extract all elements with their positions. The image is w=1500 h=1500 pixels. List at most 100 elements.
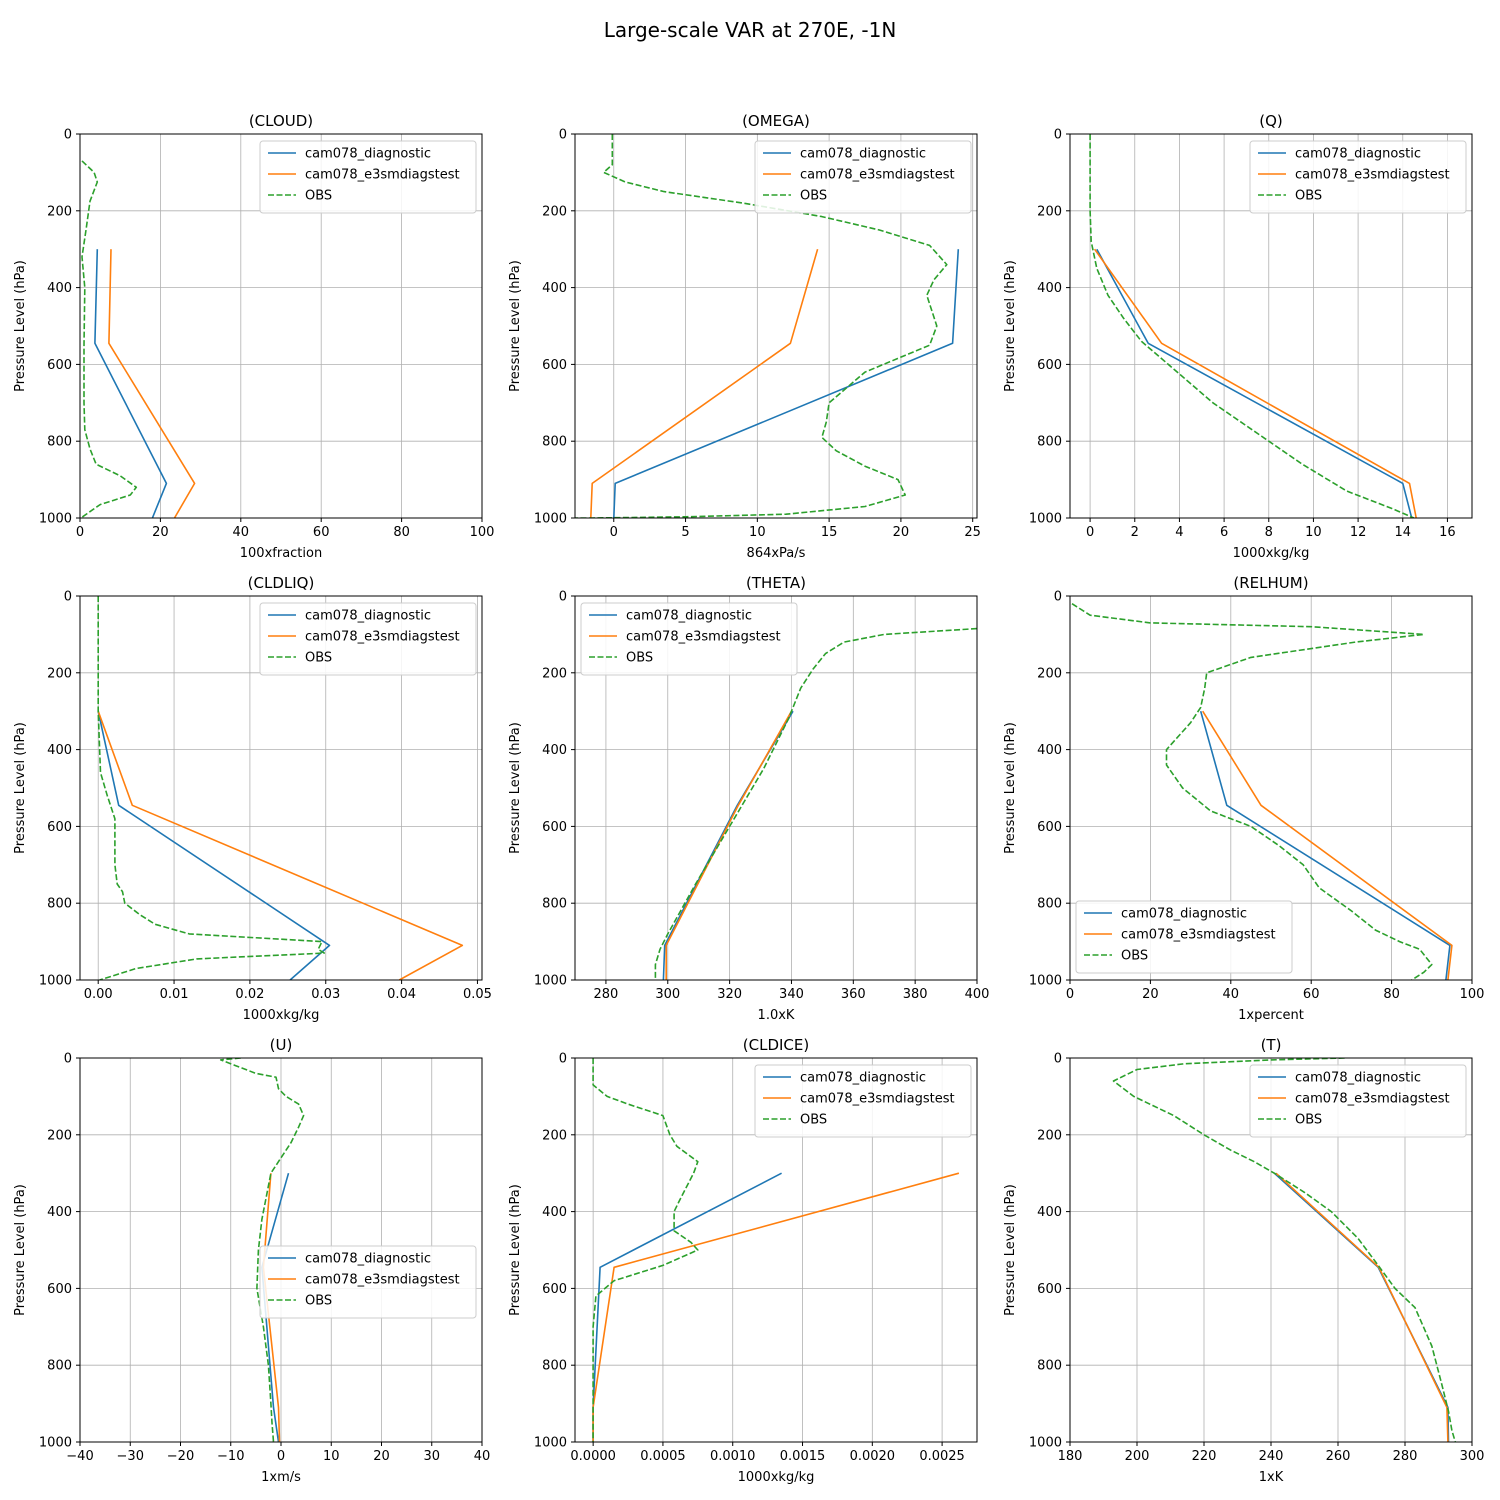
x-axis-label: 864xPa/s — [747, 546, 806, 561]
legend-label: cam078_e3smdiagstest — [626, 630, 781, 645]
x-tick-label: 40 — [474, 1449, 491, 1464]
x-tick-label: 2 — [1131, 525, 1139, 540]
y-tick-label: 1000 — [39, 974, 72, 989]
legend-label: cam078_e3smdiagstest — [305, 630, 460, 645]
series-line-OBS — [1089, 134, 1415, 518]
y-tick-label: 600 — [542, 820, 567, 835]
x-tick-label: 80 — [1383, 987, 1400, 1002]
legend-label: OBS — [1295, 1113, 1322, 1128]
x-tick-label: −10 — [217, 1449, 244, 1464]
legend: cam078_diagnostic cam078_e3smdiagstest OBS — [259, 1245, 477, 1319]
series-line-cam078_diagnostic — [662, 710, 794, 980]
series-line-cam078_diagnostic — [94, 249, 168, 518]
x-tick-label: 220 — [1192, 1449, 1217, 1464]
y-tick-label: 1000 — [1029, 974, 1062, 989]
x-axis-label: 1xpercent — [1238, 1008, 1304, 1023]
x-tick-label: 20 — [1142, 987, 1159, 1002]
legend-label: cam078_diagnostic — [800, 147, 926, 162]
y-tick-label: 600 — [542, 358, 567, 373]
y-tick-label: 200 — [47, 666, 72, 681]
x-tick-label: 360 — [841, 987, 866, 1002]
x-tick-label: 280 — [1393, 1449, 1418, 1464]
y-tick-label: 600 — [1037, 1282, 1062, 1297]
x-tick-label: 0 — [277, 1449, 285, 1464]
series-line-OBS — [80, 160, 138, 518]
x-tick-label: 0.04 — [387, 987, 416, 1002]
x-tick-label: 0 — [76, 525, 84, 540]
x-axis-label: 1xm/s — [261, 1470, 301, 1485]
axes-frame — [79, 595, 483, 981]
legend-label: cam078_diagnostic — [1121, 907, 1247, 922]
panel-relhum: 0 20 40 60 80 10002004006008001000(RELHUM)1xp… — [1003, 574, 1484, 1023]
series-line-cam078_e3smdiagstest — [1093, 248, 1417, 518]
y-tick-label: 800 — [47, 897, 72, 912]
plot-area — [1089, 134, 1417, 518]
axes-frame — [574, 595, 978, 981]
x-tick-label: 300 — [655, 987, 680, 1002]
series-line-cam078_diagnostic — [592, 1172, 782, 1442]
legend-box — [259, 140, 477, 214]
panel-cloud: 0 20 40 60 80 10002004006008001000(CLOUD)100x… — [13, 112, 494, 561]
legend-label: cam078_e3smdiagstest — [1295, 1092, 1450, 1107]
series-line-cam078_e3smdiagstest — [592, 1172, 960, 1442]
x-axis-label: 1.0xK — [758, 1008, 795, 1023]
series-line-cam078_e3smdiagstest — [262, 1173, 281, 1442]
panel-title: (CLOUD) — [249, 112, 313, 130]
x-tick-label: 30 — [423, 1449, 440, 1464]
series-line-cam078_diagnostic — [1096, 248, 1413, 518]
y-tick-label: 600 — [1037, 820, 1062, 835]
x-tick-label: 20 — [893, 525, 910, 540]
legend-label: cam078_e3smdiagstest — [800, 1092, 955, 1107]
x-tick-label: 80 — [393, 525, 410, 540]
x-tick-label: 0.01 — [160, 987, 189, 1002]
legend-label: cam078_diagnostic — [305, 609, 431, 624]
series-line-OBS — [654, 627, 977, 980]
x-tick-label: 10 — [323, 1449, 340, 1464]
series-line-cam078_e3smdiagstest — [1202, 710, 1453, 980]
x-tick-label: 0.0025 — [919, 1449, 965, 1464]
y-axis-label: Pressure Level (hPa) — [1003, 260, 1018, 392]
legend-label: cam078_diagnostic — [305, 1252, 431, 1267]
legend-label: OBS — [800, 189, 827, 204]
y-tick-label: 400 — [47, 1205, 72, 1220]
x-tick-label: 0 — [1066, 987, 1074, 1002]
y-tick-label: 800 — [542, 1359, 567, 1374]
legend-label: cam078_diagnostic — [305, 147, 431, 162]
series-line-cam078_e3smdiagstest — [665, 710, 793, 980]
x-tick-label: 240 — [1259, 1449, 1284, 1464]
legend-label: cam078_e3smdiagstest — [1121, 928, 1276, 943]
figure-title: Large-scale VAR at 270E, -1N — [604, 18, 897, 42]
x-tick-label: 0.0010 — [710, 1449, 756, 1464]
y-tick-label: 800 — [542, 435, 567, 450]
panel-title: (THETA) — [746, 574, 806, 592]
axes-frame — [574, 133, 978, 519]
legend-box — [1249, 1064, 1467, 1138]
x-axis-label: 1000xkg/kg — [1233, 546, 1310, 561]
y-tick-label: 1000 — [534, 974, 567, 989]
y-tick-label: 800 — [47, 435, 72, 450]
x-tick-label: −20 — [167, 1449, 194, 1464]
y-tick-label: 400 — [47, 743, 72, 758]
plot-area — [1071, 603, 1453, 980]
y-tick-label: 0 — [64, 590, 72, 605]
series-line-OBS — [1071, 603, 1433, 980]
y-tick-label: 600 — [47, 358, 72, 373]
x-tick-label: 280 — [594, 987, 619, 1002]
x-tick-label: 0.0015 — [780, 1449, 826, 1464]
x-tick-label: 40 — [1223, 987, 1240, 1002]
y-tick-label: 1000 — [39, 1436, 72, 1451]
x-tick-label: 0.05 — [463, 987, 492, 1002]
series-line-OBS — [219, 1058, 305, 1442]
x-tick-label: 260 — [1326, 1449, 1351, 1464]
legend-box — [259, 602, 477, 676]
panel-cldliq: 0.00 0.01 0.02 0.03 0.04 0.05 0 200 400 600 800 100… — [13, 574, 492, 1023]
x-tick-label: −30 — [117, 1449, 144, 1464]
series-line-cam078_diagnostic — [1273, 1172, 1450, 1442]
x-tick-label: 100 — [1460, 987, 1485, 1002]
legend-label: OBS — [1121, 949, 1148, 964]
x-tick-label: 100 — [470, 525, 495, 540]
legend-box — [754, 1064, 972, 1138]
legend-label: OBS — [305, 651, 332, 666]
legend-box — [754, 140, 972, 214]
legend: cam078_diagnostic cam078_e3smdiagstest OBS — [1075, 900, 1293, 974]
